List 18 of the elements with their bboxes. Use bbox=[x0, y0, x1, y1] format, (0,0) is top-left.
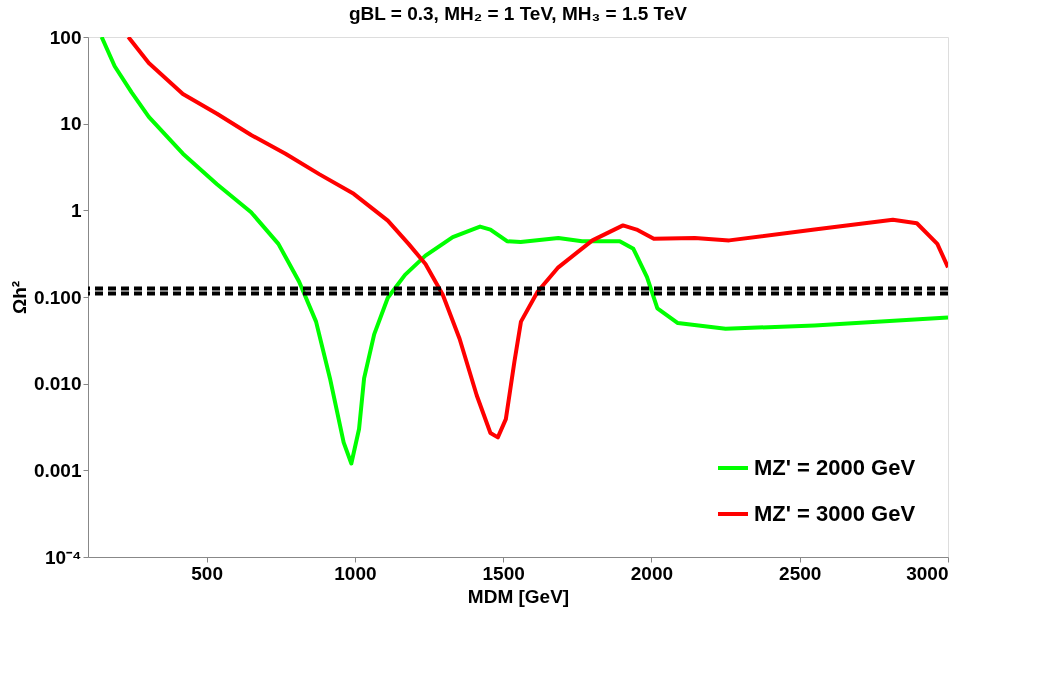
chart-title: gBL = 0.3, MH₂ = 1 TeV, MH₃ = 1.5 TeV bbox=[348, 3, 688, 24]
legend-label: MZ' = 2000 GeV bbox=[754, 455, 916, 480]
y-tick-label: 0.010 bbox=[33, 373, 82, 395]
x-tick-label: 1500 bbox=[482, 562, 525, 584]
x-tick-label: 3000 bbox=[906, 562, 949, 584]
y-tick-label: 10⁻⁴ bbox=[44, 546, 82, 568]
x-tick-label: 2500 bbox=[779, 562, 822, 584]
legend-label: MZ' = 3000 GeV bbox=[754, 501, 916, 526]
x-tick-label: 1000 bbox=[334, 562, 377, 584]
y-tick-label: 10 bbox=[60, 113, 82, 135]
y-tick-label: 100 bbox=[49, 26, 82, 48]
y-tick-label: 0.100 bbox=[33, 286, 82, 308]
y-tick-label: 0.001 bbox=[33, 459, 82, 481]
y-axis-title: Ωh² bbox=[8, 280, 30, 315]
x-tick-label: 2000 bbox=[630, 562, 674, 584]
x-axis-title: MDM [GeV] bbox=[467, 585, 570, 607]
y-tick-label: 1 bbox=[70, 199, 82, 221]
x-tick-label: 500 bbox=[191, 562, 223, 584]
